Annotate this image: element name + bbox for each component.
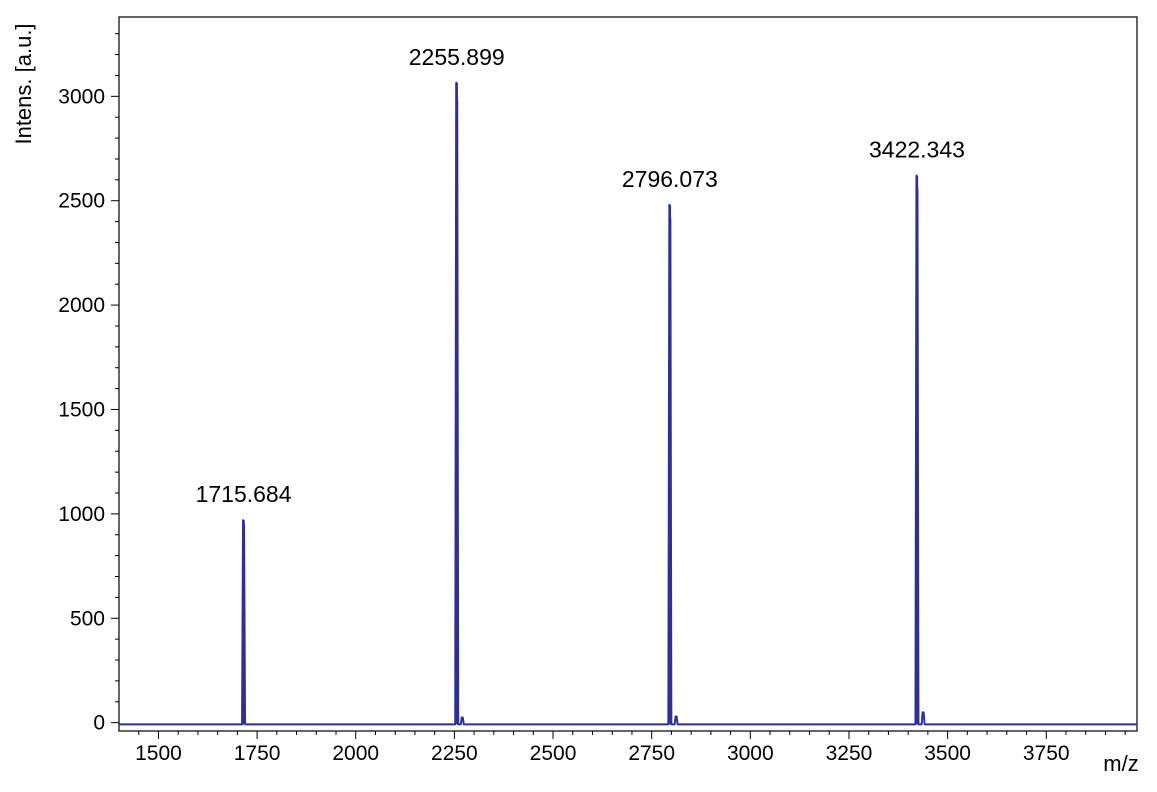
peak-label-1: 1715.684 xyxy=(196,481,292,507)
x-tick-label: 3750 xyxy=(1023,742,1070,765)
plot-frame xyxy=(118,16,1138,732)
peak-label-3: 2796.073 xyxy=(622,166,718,192)
x-tick-label: 3500 xyxy=(924,742,971,765)
y-tick-label: 2000 xyxy=(58,294,105,317)
x-tick-label: 2250 xyxy=(431,742,478,765)
x-tick-label: 1500 xyxy=(135,742,182,765)
y-axis: 0 500 1000 1500 2000 2500 3000 xyxy=(58,33,119,735)
plot-area xyxy=(118,16,1138,732)
x-tick-label: 2500 xyxy=(530,742,577,765)
peak-label-4: 3422.343 xyxy=(869,137,965,163)
y-tick-label: 1000 xyxy=(58,503,105,526)
peak-labels: 1715.684 2255.899 2796.073 3422.343 xyxy=(196,44,965,507)
x-tick-label: 3000 xyxy=(727,742,774,765)
y-tick-label: 3000 xyxy=(58,85,105,108)
y-tick-label: 500 xyxy=(70,607,105,630)
x-tick-label: 1750 xyxy=(234,742,281,765)
y-tick-label: 2500 xyxy=(58,190,105,213)
x-tick-label: 3250 xyxy=(826,742,873,765)
x-axis-title: m/z xyxy=(1103,751,1138,776)
y-tick-label: 1500 xyxy=(58,398,105,421)
peak-label-2: 2255.899 xyxy=(409,44,505,70)
y-axis-title: Intens. [a.u.] xyxy=(11,23,36,144)
y-tick-label: 0 xyxy=(93,712,105,735)
x-tick-label: 2750 xyxy=(628,742,675,765)
x-tick-label: 2000 xyxy=(332,742,379,765)
x-axis: 1500 1750 2000 2250 2500 2750 3000 3250 3500 3750 xyxy=(135,731,1126,765)
